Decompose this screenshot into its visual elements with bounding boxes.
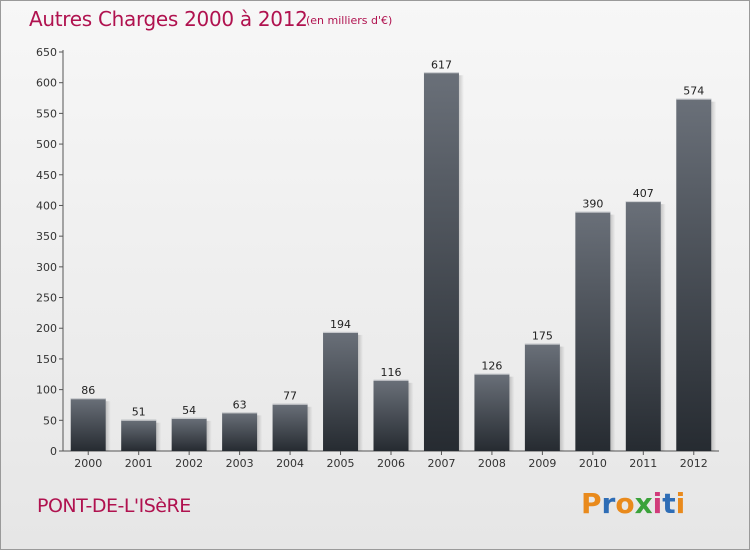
x-tick-label: 2011 xyxy=(629,457,657,470)
value-label: 407 xyxy=(633,187,654,200)
value-label: 617 xyxy=(431,58,452,71)
bars-group xyxy=(70,72,717,451)
bar-shadow xyxy=(458,75,464,451)
logo-letter: i xyxy=(652,487,663,520)
location-name: PONT-DE-L'ISèRE xyxy=(37,495,191,517)
bar-shadow xyxy=(358,334,364,451)
bar-shadow xyxy=(610,214,616,451)
logo-letter: t xyxy=(662,487,676,520)
y-tick-label: 100 xyxy=(36,384,57,397)
bar-shadow xyxy=(257,415,263,451)
x-tick-label: 2004 xyxy=(276,457,304,470)
y-tick-label: 150 xyxy=(36,353,57,366)
logo-letter: o xyxy=(615,487,635,520)
bar xyxy=(474,373,510,451)
proxiti-logo: Proxiti xyxy=(581,487,685,520)
y-tick-label: 450 xyxy=(36,169,57,182)
logo-letter: r xyxy=(601,487,616,520)
chart-subtitle: (en milliers d'€) xyxy=(306,14,393,27)
x-tick-label: 2008 xyxy=(478,457,506,470)
y-tick-label: 250 xyxy=(36,292,57,305)
x-tick-label: 2002 xyxy=(175,457,203,470)
bar-shadow xyxy=(105,401,111,451)
value-label: 77 xyxy=(283,390,297,403)
bar xyxy=(171,417,207,451)
x-tick-label: 2000 xyxy=(74,457,102,470)
x-tick-label: 2010 xyxy=(579,457,607,470)
y-tick-label: 400 xyxy=(36,199,57,212)
y-tick-label: 200 xyxy=(36,322,57,335)
bar-shadow xyxy=(307,406,313,451)
y-tick-label: 600 xyxy=(36,77,57,90)
y-tick-label: 550 xyxy=(36,107,57,120)
bar xyxy=(272,403,308,451)
y-tick-label: 650 xyxy=(36,46,57,59)
logo-letter: P xyxy=(581,487,602,520)
bar xyxy=(524,343,560,451)
x-tick-label: 2001 xyxy=(125,457,153,470)
bar xyxy=(625,201,661,451)
bar xyxy=(373,379,409,451)
bar-shadow xyxy=(711,101,717,451)
bar-shadow xyxy=(559,346,565,451)
value-label: 51 xyxy=(132,406,146,419)
bar xyxy=(222,412,258,451)
bar xyxy=(121,419,157,451)
labels-group: 86 51 54 63 77 194 116 617 126 175 390 407 574 xyxy=(81,58,704,418)
value-label: 63 xyxy=(233,398,247,411)
bar xyxy=(676,98,712,451)
x-tick-label: 2005 xyxy=(327,457,355,470)
logo-letter: i xyxy=(675,487,686,520)
bar xyxy=(423,72,459,451)
bar-shadow xyxy=(660,204,666,451)
y-tick-label: 300 xyxy=(36,261,57,274)
y-tick-label: 0 xyxy=(50,445,57,458)
y-tick-label: 350 xyxy=(36,230,57,243)
x-tick-label: 2003 xyxy=(226,457,254,470)
x-tick-label: 2009 xyxy=(528,457,556,470)
value-label: 126 xyxy=(481,360,502,373)
logo-letter: x xyxy=(634,487,653,520)
value-label: 194 xyxy=(330,318,351,331)
bar xyxy=(323,331,359,451)
value-label: 390 xyxy=(582,198,603,211)
axes: 0 50 100 150 200 250 300 350 400 450 500 550 600 650 2… xyxy=(36,46,719,470)
y-tick-label: 50 xyxy=(43,414,57,427)
chart-title: Autres Charges 2000 à 2012 xyxy=(29,7,308,31)
value-label: 175 xyxy=(532,330,553,343)
value-label: 116 xyxy=(381,366,402,379)
bar-shadow xyxy=(206,420,212,451)
value-label: 86 xyxy=(81,384,95,397)
bar xyxy=(575,211,611,451)
x-tick-label: 2006 xyxy=(377,457,405,470)
bar-shadow xyxy=(156,422,162,451)
value-label: 574 xyxy=(683,85,704,98)
bar-shadow xyxy=(408,382,414,451)
bar-shadow xyxy=(509,376,515,451)
x-tick-label: 2012 xyxy=(680,457,708,470)
bar xyxy=(70,398,106,451)
value-label: 54 xyxy=(182,404,196,417)
y-tick-label: 500 xyxy=(36,138,57,151)
x-tick-label: 2007 xyxy=(427,457,455,470)
